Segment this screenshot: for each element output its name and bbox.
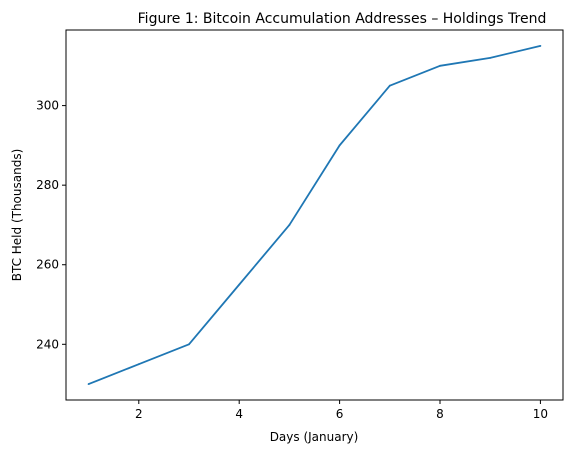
series-line [88, 45, 541, 385]
plot-frame [65, 29, 564, 401]
x-tick-label: 10 [533, 407, 548, 421]
y-axis-ticks: 240 260 280 300 [36, 99, 66, 351]
y-tick-label: 260 [36, 258, 59, 272]
chart-title: Figure 1: Bitcoin Accumulation Addresses… [138, 11, 547, 27]
x-tick-label: 2 [135, 407, 143, 421]
x-axis-label: Days (January) [270, 430, 359, 444]
data-point [87, 383, 90, 385]
x-tick-label: 6 [336, 407, 344, 421]
y-tick-label: 300 [36, 99, 59, 113]
x-tick-label: 4 [235, 407, 243, 421]
y-tick-label: 280 [36, 178, 59, 192]
x-axis-ticks: 2 4 6 8 10 [135, 400, 548, 421]
data-point [439, 64, 441, 67]
x-tick-label: 8 [436, 407, 444, 421]
data-point [288, 224, 291, 226]
data-point [137, 363, 140, 366]
plot-area: 2 4 6 8 10 240 260 280 300 [36, 29, 564, 421]
data-point [338, 144, 341, 147]
data-point [388, 84, 391, 87]
data-point [188, 343, 190, 346]
y-axis-label: BTC Held (Thousands) [10, 149, 24, 282]
data-point [539, 45, 542, 47]
data-point [489, 56, 492, 59]
data-point [238, 283, 241, 286]
y-tick-label: 240 [36, 337, 59, 351]
